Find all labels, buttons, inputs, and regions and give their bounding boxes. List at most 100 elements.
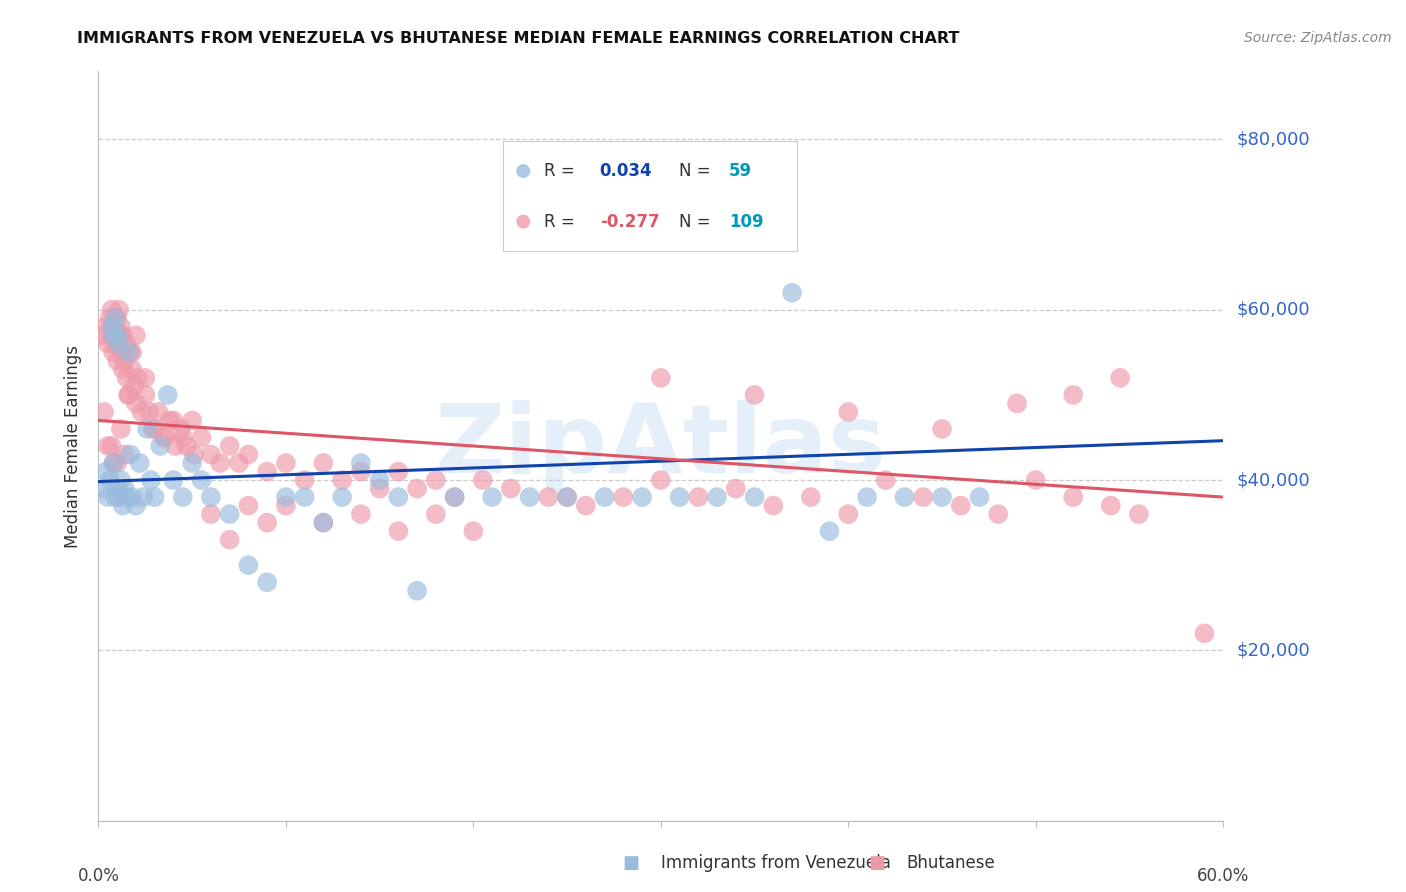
- Point: [987, 507, 1010, 521]
- Point: [1025, 473, 1047, 487]
- Point: [98, 473, 121, 487]
- Point: [181, 413, 204, 427]
- Point: [117, 345, 139, 359]
- Point: [108, 328, 131, 343]
- Point: [387, 490, 409, 504]
- Point: [143, 422, 166, 436]
- Point: [111, 328, 134, 343]
- Point: [121, 362, 143, 376]
- Point: [103, 319, 125, 334]
- Point: [97, 336, 120, 351]
- Point: [115, 490, 138, 504]
- Point: [875, 473, 897, 487]
- Point: [159, 413, 181, 427]
- Point: [218, 439, 240, 453]
- Point: [108, 302, 131, 317]
- Point: [481, 490, 503, 504]
- Point: [117, 388, 139, 402]
- Text: 109: 109: [730, 212, 763, 231]
- Text: $40,000: $40,000: [1236, 471, 1310, 489]
- Point: [537, 490, 560, 504]
- Text: IMMIGRANTS FROM VENEZUELA VS BHUTANESE MEDIAN FEMALE EARNINGS CORRELATION CHART: IMMIGRANTS FROM VENEZUELA VS BHUTANESE M…: [77, 31, 960, 46]
- Point: [555, 490, 578, 504]
- Point: [688, 490, 710, 504]
- Point: [108, 336, 131, 351]
- Text: $60,000: $60,000: [1236, 301, 1310, 318]
- Point: [125, 499, 148, 513]
- Point: [238, 558, 260, 573]
- Point: [274, 490, 297, 504]
- Point: [575, 499, 598, 513]
- Point: [443, 490, 465, 504]
- Point: [115, 371, 138, 385]
- Point: [706, 490, 728, 504]
- Point: [1109, 371, 1132, 385]
- Point: [612, 490, 634, 504]
- Point: [103, 345, 125, 359]
- Point: [165, 439, 187, 453]
- Point: [1194, 626, 1216, 640]
- Point: [121, 345, 143, 359]
- Point: [893, 490, 915, 504]
- Point: [931, 490, 953, 504]
- Point: [104, 336, 127, 351]
- Point: [105, 482, 128, 496]
- Point: [115, 336, 138, 351]
- Point: [134, 388, 156, 402]
- Point: [387, 465, 409, 479]
- Text: R =: R =: [544, 212, 575, 231]
- Point: [110, 422, 132, 436]
- Point: [856, 490, 879, 504]
- Point: [136, 422, 159, 436]
- Point: [100, 302, 122, 317]
- Point: [138, 405, 160, 419]
- Point: [499, 482, 522, 496]
- Point: [149, 439, 172, 453]
- Point: [172, 490, 194, 504]
- Point: [148, 405, 170, 419]
- Point: [100, 328, 122, 343]
- Text: Source: ZipAtlas.com: Source: ZipAtlas.com: [1244, 31, 1392, 45]
- Point: [1128, 507, 1150, 521]
- Point: [512, 164, 534, 178]
- Point: [471, 473, 494, 487]
- Point: [127, 371, 149, 385]
- Point: [153, 430, 176, 444]
- Point: [312, 516, 335, 530]
- Point: [94, 465, 117, 479]
- Point: [139, 473, 162, 487]
- Point: [593, 490, 616, 504]
- Point: [200, 448, 222, 462]
- Point: [93, 328, 115, 343]
- Point: [190, 473, 212, 487]
- Point: [425, 507, 447, 521]
- Point: [350, 507, 373, 521]
- Point: [1062, 388, 1084, 402]
- Point: [912, 490, 935, 504]
- Point: [312, 456, 335, 470]
- Point: [949, 499, 972, 513]
- Point: [104, 311, 127, 326]
- Point: [256, 575, 278, 590]
- Point: [218, 533, 240, 547]
- Point: [555, 490, 578, 504]
- Text: $80,000: $80,000: [1236, 130, 1310, 148]
- Point: [122, 379, 145, 393]
- Point: [350, 465, 373, 479]
- Point: [94, 319, 117, 334]
- Point: [105, 354, 128, 368]
- Point: [312, 516, 335, 530]
- Point: [97, 439, 120, 453]
- Point: [103, 328, 125, 343]
- Point: [238, 448, 260, 462]
- Text: 59: 59: [730, 162, 752, 180]
- Point: [519, 490, 541, 504]
- Point: [406, 482, 429, 496]
- Point: [132, 490, 155, 504]
- Point: [121, 490, 143, 504]
- Point: [114, 482, 136, 496]
- Point: [256, 465, 278, 479]
- Point: [110, 345, 132, 359]
- Point: [153, 430, 176, 444]
- Point: [114, 448, 136, 462]
